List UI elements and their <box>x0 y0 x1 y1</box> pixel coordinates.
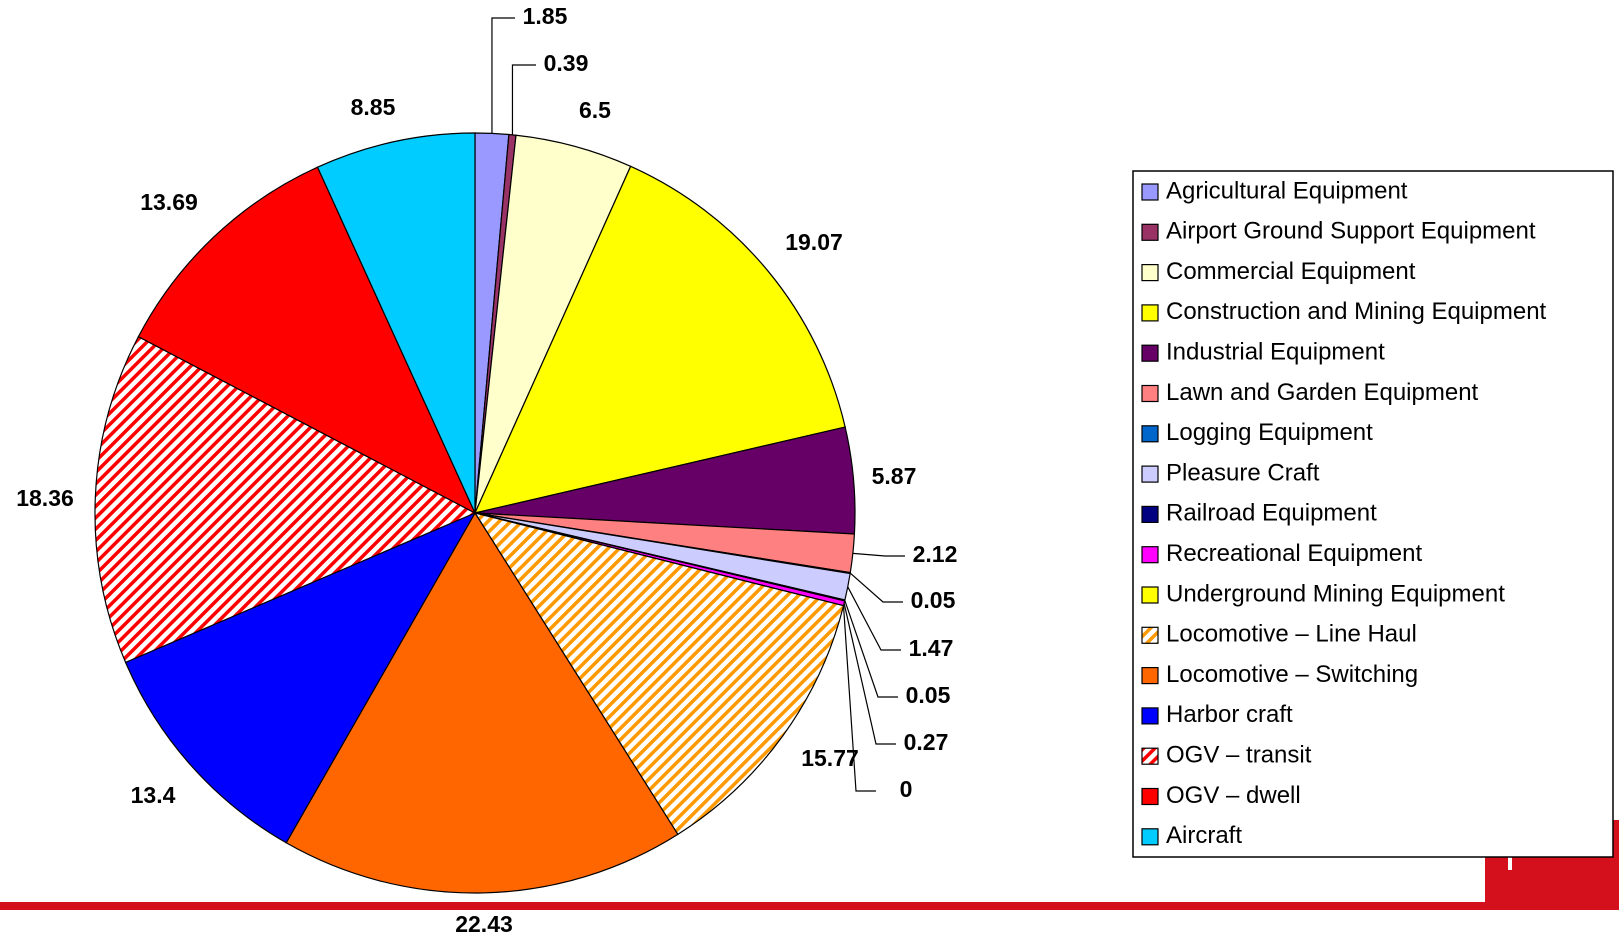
legend-swatch <box>1141 546 1159 564</box>
legend-label: OGV – dwell <box>1166 782 1301 809</box>
leader-line <box>849 572 903 603</box>
legend-label: Underground Mining Equipment <box>1166 580 1505 607</box>
legend-swatch <box>1141 747 1159 765</box>
leader-line <box>843 603 896 745</box>
data-label: 13.69 <box>140 189 198 215</box>
legend-swatch <box>1141 223 1159 241</box>
legend-label: Airport Ground Support Equipment <box>1166 218 1536 245</box>
legend-swatch <box>1141 626 1159 644</box>
data-label: 0 <box>900 776 913 802</box>
legend-label: Pleasure Craft <box>1166 459 1320 486</box>
legend-entries: Agricultural Equipment Airport Ground Sup… <box>1141 177 1547 849</box>
data-label: 19.07 <box>785 229 843 255</box>
legend-label: Aircraft <box>1166 822 1242 849</box>
legend-label: Agricultural Equipment <box>1166 177 1408 204</box>
legend-swatch <box>1141 384 1159 403</box>
slice <box>473 512 845 836</box>
slice <box>316 132 476 514</box>
legend-label: Logging Equipment <box>1166 419 1373 446</box>
leader-line <box>844 600 898 698</box>
legend-swatch <box>1141 264 1159 282</box>
data-label: 0.05 <box>906 682 951 708</box>
slice <box>473 165 846 514</box>
legend-swatch <box>1141 304 1159 322</box>
legend-label: Locomotive – Line Haul <box>1166 621 1417 648</box>
slice <box>124 511 477 844</box>
data-label: 1.47 <box>909 635 954 661</box>
legend <box>1132 170 1614 858</box>
legend-swatch <box>1141 344 1159 362</box>
leader-line <box>852 552 905 557</box>
legend-label: Lawn and Garden Equipment <box>1166 379 1479 406</box>
legend-label: Locomotive – Switching <box>1166 661 1418 688</box>
slice <box>94 335 477 664</box>
legend-label: OGV – transit <box>1166 742 1312 769</box>
data-label: 15.77 <box>801 745 859 771</box>
data-label: 0.05 <box>911 587 956 613</box>
legend-label: Construction and Mining Equipment <box>1166 298 1547 325</box>
data-label: 2.12 <box>913 541 958 567</box>
legend-swatch <box>1141 666 1159 685</box>
data-label: 13.4 <box>131 782 176 808</box>
legend-swatch <box>1141 828 1159 846</box>
legend-label: Railroad Equipment <box>1166 500 1377 527</box>
pie: 1.85 0.39 6.5 19.07 5.87 2.12 0.05 1.47 0.05 0.27… <box>16 3 957 937</box>
data-label: 18.36 <box>16 485 74 511</box>
data-label: 5.87 <box>872 463 917 489</box>
legend-swatch <box>1141 787 1159 806</box>
leader-line <box>491 17 515 134</box>
legend-label: Commercial Equipment <box>1166 258 1416 285</box>
legend-label: Recreational Equipment <box>1166 540 1422 567</box>
slice <box>285 511 679 894</box>
leader-line <box>842 605 876 792</box>
data-label: 6.5 <box>579 97 611 123</box>
footer-bar <box>0 902 1619 910</box>
data-label: 0.27 <box>904 729 949 755</box>
data-label: 1.85 <box>523 3 568 29</box>
legend-swatch <box>1141 707 1159 725</box>
legend-swatch <box>1141 505 1159 523</box>
legend-swatch <box>1141 425 1159 443</box>
data-label: 8.85 <box>351 94 396 120</box>
legend-label: Harbor craft <box>1166 701 1293 728</box>
legend-label: Industrial Equipment <box>1166 339 1385 366</box>
legend-swatch <box>1141 183 1159 201</box>
legend-swatch <box>1141 465 1159 483</box>
slice <box>137 166 477 515</box>
legend-swatch <box>1141 586 1159 604</box>
data-label: 22.43 <box>455 911 513 937</box>
data-label: 0.39 <box>544 50 589 76</box>
leader-line <box>511 64 536 135</box>
leader-line <box>847 586 901 651</box>
